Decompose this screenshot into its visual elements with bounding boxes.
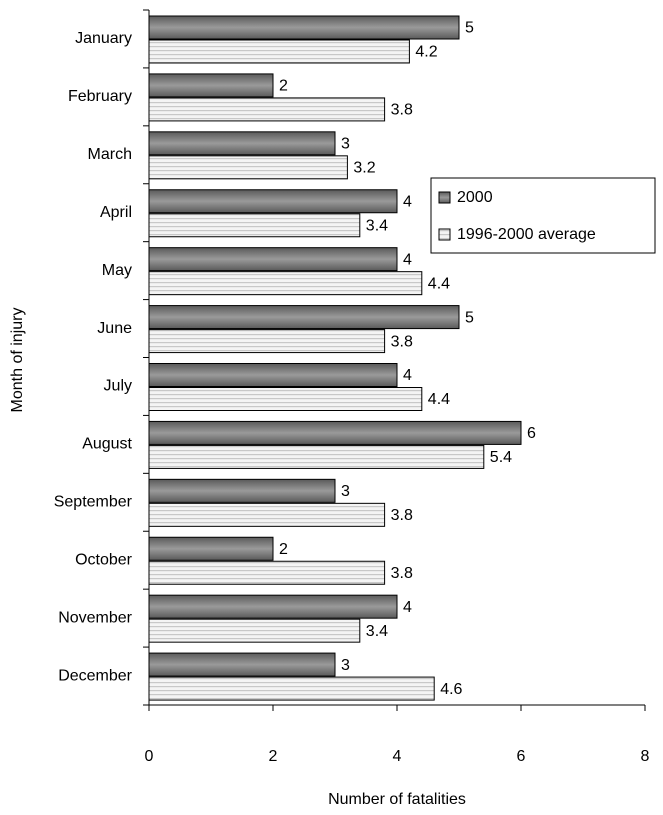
bar — [148, 478, 336, 503]
x-tick-label: 2 — [269, 748, 278, 765]
y-tick-label: May — [102, 262, 132, 279]
value-label: 3.8 — [391, 102, 413, 119]
value-label: 5 — [465, 309, 474, 326]
y-tick-label: January — [75, 30, 132, 47]
value-label: 4.2 — [415, 44, 437, 61]
value-label: 5.4 — [490, 449, 512, 466]
x-tick-label: 8 — [641, 748, 650, 765]
bar — [148, 247, 398, 272]
bar — [148, 271, 423, 296]
bar — [148, 594, 398, 619]
bar — [148, 676, 435, 701]
value-label: 3.4 — [366, 623, 388, 640]
y-tick-label: April — [100, 204, 132, 221]
legend-label: 1996-2000 average — [457, 226, 596, 243]
value-label: 3.8 — [391, 565, 413, 582]
bar — [148, 618, 361, 643]
y-tick-label: July — [104, 378, 132, 395]
value-label: 4.4 — [428, 275, 450, 292]
value-label: 4 — [403, 599, 412, 616]
bar — [148, 363, 398, 387]
value-label: 4.4 — [428, 391, 450, 408]
bar — [148, 536, 274, 561]
bar — [148, 39, 410, 64]
bar — [148, 420, 522, 445]
y-tick-label: December — [58, 667, 132, 684]
x-tick-label: 4 — [393, 748, 402, 765]
bar — [148, 305, 460, 330]
y-tick-label: September — [54, 494, 133, 511]
legend-swatch — [438, 191, 451, 204]
y-tick-label: November — [58, 609, 132, 626]
value-label: 3.2 — [353, 160, 375, 177]
y-axis-title: Month of injury — [9, 308, 26, 413]
legend-label: 2000 — [457, 189, 493, 206]
value-label: 3.4 — [366, 217, 388, 234]
bar — [148, 652, 336, 677]
bar — [148, 131, 336, 156]
bar — [148, 387, 423, 411]
bar — [148, 15, 460, 40]
value-label: 3 — [341, 657, 350, 674]
x-axis-title: Number of fatalities — [328, 791, 466, 808]
value-label: 4 — [403, 193, 412, 210]
bar — [148, 155, 348, 180]
value-label: 3 — [341, 483, 350, 500]
value-label: 2 — [279, 541, 288, 558]
y-tick-label: October — [75, 551, 133, 568]
bar — [148, 502, 386, 527]
bar — [148, 189, 398, 214]
value-label: 2 — [279, 78, 288, 95]
value-label: 6 — [527, 425, 536, 442]
y-tick-label: June — [97, 320, 132, 337]
value-label: 3.8 — [391, 333, 413, 350]
value-label: 4 — [403, 251, 412, 268]
value-label: 3 — [341, 136, 350, 153]
y-tick-label: August — [82, 436, 132, 453]
bar — [148, 73, 274, 98]
y-tick-label: March — [88, 146, 132, 163]
value-label: 4 — [403, 367, 412, 384]
y-tick-label: February — [68, 88, 132, 105]
value-label: 3.8 — [391, 507, 413, 524]
bar — [148, 444, 485, 469]
value-label: 4.6 — [440, 681, 462, 698]
x-tick-label: 6 — [517, 748, 526, 765]
legend-box — [430, 177, 656, 254]
x-tick-label: 0 — [145, 748, 154, 765]
value-label: 5 — [465, 20, 474, 37]
bar — [148, 213, 361, 238]
bar — [148, 560, 386, 585]
bar — [148, 329, 386, 354]
legend-swatch — [438, 228, 451, 241]
bar — [148, 97, 386, 122]
